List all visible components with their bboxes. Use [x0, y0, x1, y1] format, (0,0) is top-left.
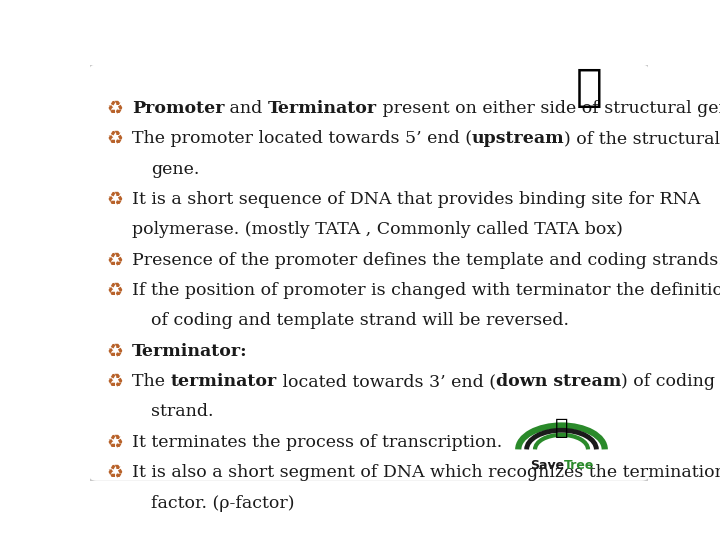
- Text: ♻: ♻: [107, 129, 124, 149]
- Text: present on either side of structural gene.: present on either side of structural gen…: [377, 100, 720, 117]
- Text: upstream: upstream: [472, 130, 564, 147]
- Text: strand.: strand.: [151, 403, 214, 421]
- Text: terminator: terminator: [171, 373, 276, 390]
- Text: ♻: ♻: [107, 190, 124, 209]
- Text: Presence of the promoter defines the template and coding strands.: Presence of the promoter defines the tem…: [132, 252, 720, 269]
- Text: Terminator: Terminator: [268, 100, 377, 117]
- FancyBboxPatch shape: [89, 64, 649, 482]
- Text: 🌳: 🌳: [555, 418, 568, 438]
- Text: ♻: ♻: [107, 463, 124, 482]
- Text: The promoter located towards 5’ end (: The promoter located towards 5’ end (: [132, 130, 472, 147]
- Text: ) of coding: ) of coding: [621, 373, 715, 390]
- Text: ♻: ♻: [107, 281, 124, 300]
- Text: The: The: [132, 373, 171, 390]
- Text: ♻: ♻: [107, 433, 124, 452]
- Text: ♻: ♻: [107, 251, 124, 269]
- Text: Save: Save: [531, 458, 564, 472]
- Text: and: and: [225, 100, 268, 117]
- Text: ♻: ♻: [107, 372, 124, 391]
- Text: factor. (ρ-factor): factor. (ρ-factor): [151, 495, 295, 511]
- Text: down stream: down stream: [495, 373, 621, 390]
- Text: ♻: ♻: [107, 342, 124, 361]
- Text: located towards 3’ end (: located towards 3’ end (: [276, 373, 495, 390]
- Text: of coding and template strand will be reversed.: of coding and template strand will be re…: [151, 313, 570, 329]
- Text: It terminates the process of transcription.: It terminates the process of transcripti…: [132, 434, 502, 451]
- Text: polymerase. (mostly TATA , Commonly called TATA box): polymerase. (mostly TATA , Commonly call…: [132, 221, 623, 238]
- Text: Promoter: Promoter: [132, 100, 225, 117]
- Text: Terminator:: Terminator:: [132, 343, 248, 360]
- Text: It is a short sequence of DNA that provides binding site for RNA: It is a short sequence of DNA that provi…: [132, 191, 700, 208]
- Text: ) of the structural: ) of the structural: [564, 130, 720, 147]
- Text: 🌱: 🌱: [576, 66, 603, 109]
- Text: It is also a short segment of DNA which recognizes the termination: It is also a short segment of DNA which …: [132, 464, 720, 481]
- Text: ♻: ♻: [107, 99, 124, 118]
- Text: Tree: Tree: [564, 458, 595, 472]
- Text: If the position of promoter is changed with terminator the definition: If the position of promoter is changed w…: [132, 282, 720, 299]
- Text: gene.: gene.: [151, 161, 199, 178]
